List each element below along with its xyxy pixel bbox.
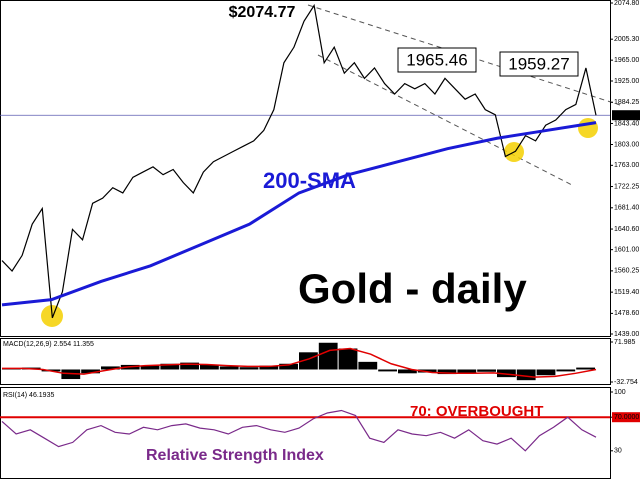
y-tick-label: 1478.60 <box>614 310 639 317</box>
annotation: 1965.46 <box>406 50 467 69</box>
annotation: 200-SMA <box>263 168 356 193</box>
chart-title: Gold - daily <box>298 265 527 312</box>
series-line <box>2 347 597 378</box>
macd-bar <box>140 365 160 370</box>
macd-bar <box>378 369 397 372</box>
y-tick-label: 2074.80 <box>614 0 639 7</box>
highlight <box>578 118 598 138</box>
label-box <box>499 51 579 77</box>
annotation: 70: OVERBOUGHT <box>410 403 543 420</box>
y-tick-label: 1439.00 <box>614 331 639 338</box>
macd-bar <box>239 367 259 370</box>
y-tick-label: 30 <box>614 448 622 455</box>
macd-bar <box>259 365 279 370</box>
macd-bar <box>200 364 219 370</box>
subtitle: Relative Strength Index <box>146 447 324 464</box>
plot: 2074.80 2005.30 1965.00 1925.00 1884.25 1843.… <box>0 0 640 455</box>
y-tick-label: 1681.40 <box>614 205 639 212</box>
series-line <box>1 409 597 452</box>
macd-bar <box>457 369 477 374</box>
channel-bottom <box>317 54 573 186</box>
macd-bar <box>160 363 180 370</box>
panel-title: RSI(14) 46.1935 <box>3 392 54 399</box>
y-tick-label: 1763.00 <box>614 162 639 169</box>
macd-bar <box>437 369 457 375</box>
macd-bar <box>338 348 358 370</box>
y-tick-label: 1601.00 <box>614 247 639 254</box>
macd-bar <box>417 369 437 373</box>
macd-bar <box>2 368 21 370</box>
macd-bar <box>556 369 576 372</box>
macd-bar <box>279 363 298 370</box>
macd-bar <box>81 369 100 374</box>
macd-bar <box>398 369 417 374</box>
y-tick-label: 1843.40 <box>614 120 639 127</box>
y-tick-label: 71.985 <box>614 339 636 346</box>
macd-bar <box>180 362 199 370</box>
annotation: 1959.27 <box>508 54 569 73</box>
y-tick-label: 1965.00 <box>614 57 639 64</box>
y-tick-label: 1803.00 <box>614 141 639 148</box>
macd-bar <box>477 369 496 372</box>
y-tick-label: 1884.25 <box>614 99 639 106</box>
panel-title: MACD(12,26,9) 2.554 11.355 <box>3 341 94 348</box>
macd-bar <box>536 369 556 376</box>
y-tick-label: 100 <box>614 389 626 396</box>
macd-bar <box>219 366 239 370</box>
y-tick-label: -32.754 <box>614 379 638 386</box>
last-price-label: 1859.25 <box>614 112 639 119</box>
series-line <box>1 3 597 319</box>
label-box <box>397 47 477 73</box>
series-line <box>1 121 597 307</box>
y-tick-label: 1722.25 <box>614 183 639 190</box>
tick-highlight <box>612 412 640 423</box>
macd-bar <box>516 369 536 381</box>
y-tick-label: 70.0000 <box>614 414 639 421</box>
y-tick-label: 1640.60 <box>614 226 639 233</box>
macd-bar <box>101 366 120 370</box>
macd-bar <box>497 369 516 378</box>
last-price-tag <box>612 110 640 121</box>
macd-bar <box>576 367 595 370</box>
y-tick-label: 2005.30 <box>614 36 639 43</box>
rsi-panel <box>0 387 611 479</box>
annotation: $2074.77 <box>229 4 296 21</box>
macd-bar <box>318 342 338 370</box>
macd-bar <box>358 361 378 370</box>
y-tick-label: 1560.25 <box>614 268 639 275</box>
y-tick-label: 1519.40 <box>614 289 639 296</box>
y-tick-label: 1925.00 <box>614 78 639 85</box>
